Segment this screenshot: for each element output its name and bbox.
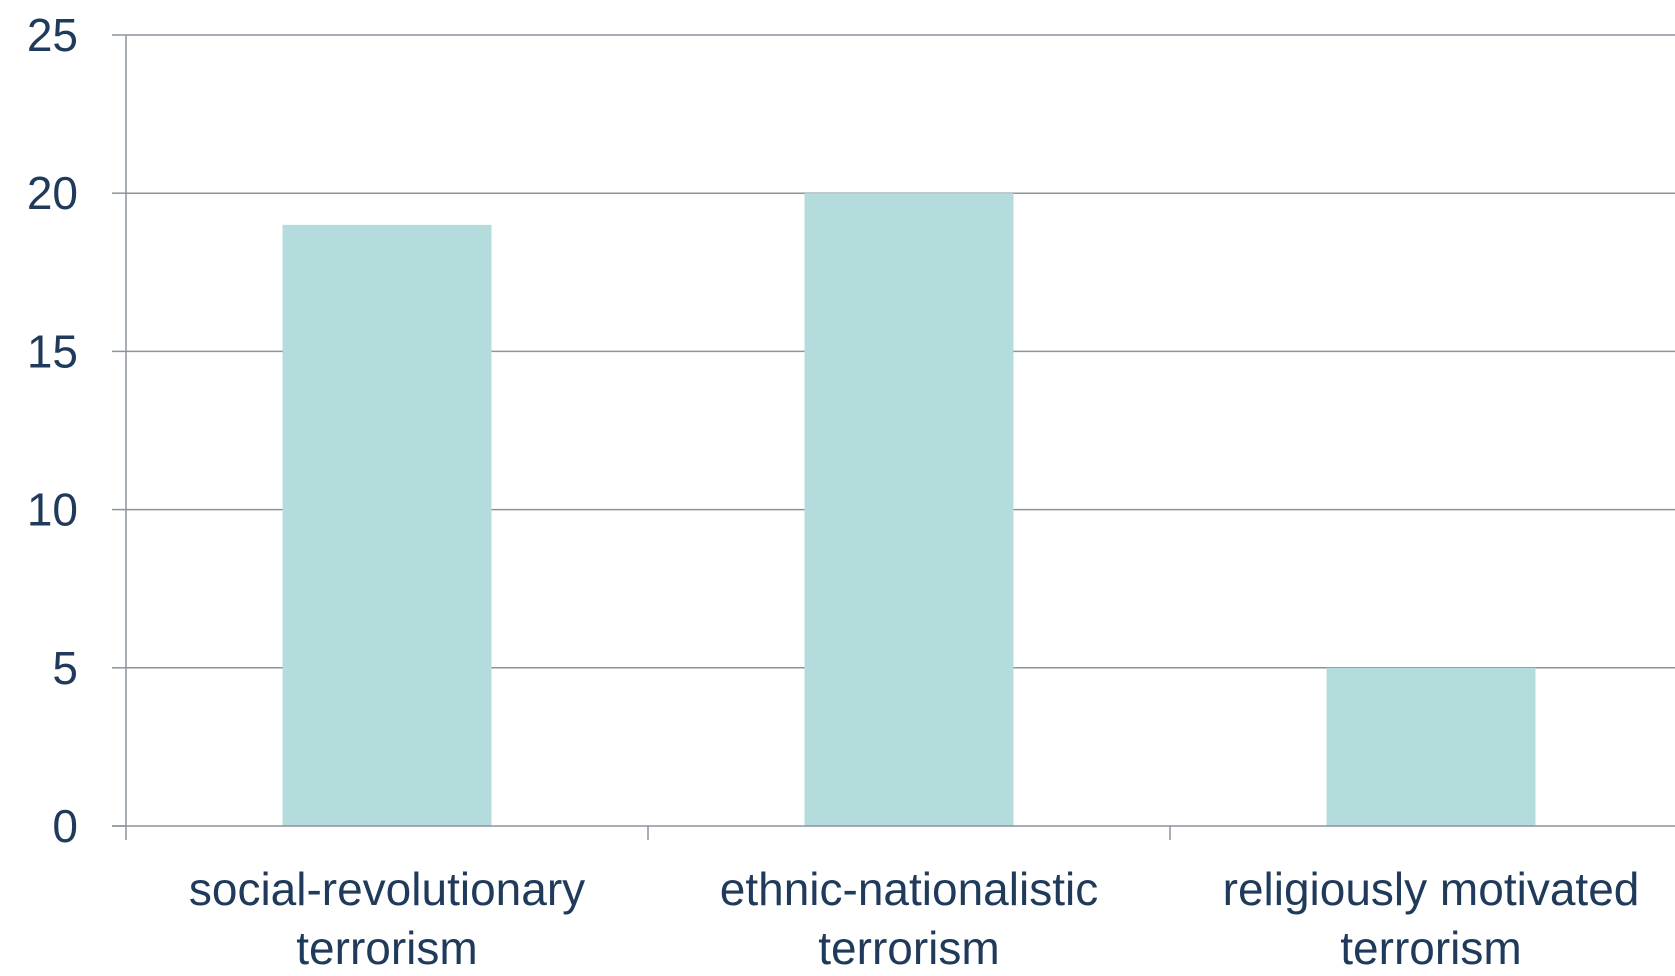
y-tick-labels: 0 5 10 15 20 25 [27,9,78,852]
bar-2 [804,193,1014,826]
bar-1 [282,224,492,827]
y-tick-label-15: 15 [27,325,78,377]
x-category-label-line: ethnic-nationalistic [720,863,1098,915]
y-tick-label-0: 0 [52,800,78,852]
x-category-label-3: religiously motivated terrorism [1223,863,1640,974]
y-tick-label-10: 10 [27,484,78,536]
x-category-label-2: ethnic-nationalistic terrorism [720,863,1098,974]
x-category-label-line: terrorism [296,922,477,974]
x-category-label-line: religiously motivated [1223,863,1640,915]
bar-3 [1326,667,1536,826]
y-tick-label-20: 20 [27,167,78,219]
x-category-label-line: terrorism [1340,922,1521,974]
x-category-label-line: social-revolutionary [189,863,585,915]
bars [282,193,1536,827]
x-category-label-1: social-revolutionary terrorism [189,863,585,974]
x-category-label-line: terrorism [818,922,999,974]
y-tick-label-5: 5 [52,642,78,694]
y-tick-label-25: 25 [27,9,78,61]
axes [112,34,1675,840]
x-category-labels: social-revolutionary terrorismethnic-nati… [189,863,1640,974]
